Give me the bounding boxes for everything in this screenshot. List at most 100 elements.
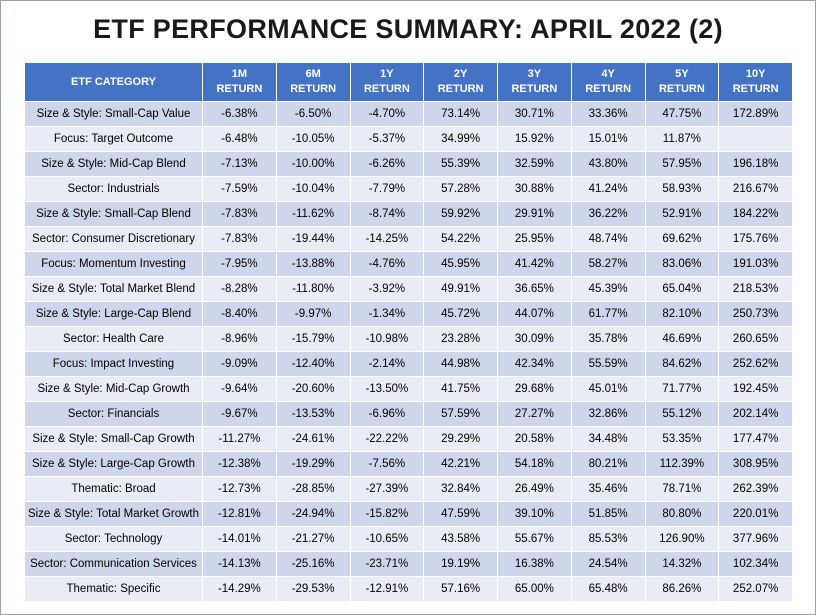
column-header-6m: 6M RETURN [275,62,351,102]
return-cell: 71.77% [644,376,720,402]
return-cell: 51.85% [570,501,646,527]
return-cell: 65.00% [497,576,572,602]
category-cell: Size & Style: Mid-Cap Blend [24,151,203,177]
column-header-5y: 5Y RETURN [644,62,720,102]
return-cell: -8.74% [349,201,425,227]
return-cell: 46.69% [644,326,720,352]
return-cell: -13.50% [349,376,425,402]
category-cell: Size & Style: Small-Cap Value [24,101,203,127]
return-cell: 29.91% [497,201,572,227]
table-row: Focus: Target Outcome -6.48% -10.05% -5.37%… [24,126,793,152]
return-cell: 41.42% [497,251,572,277]
return-cell: -12.40% [275,351,351,377]
return-cell: -6.38% [202,101,277,127]
column-header-line2: RETURN [585,83,632,95]
category-cell: Sector: Industrials [24,176,203,202]
return-cell: 57.59% [423,401,498,427]
return-cell: -19.44% [275,226,351,252]
return-cell: -12.91% [349,576,425,602]
return-cell: -23.71% [349,551,425,577]
return-cell: 172.89% [718,101,793,127]
return-cell: 252.62% [718,351,793,377]
return-cell: 33.36% [570,101,646,127]
return-cell: 45.01% [570,376,646,402]
return-cell: -14.25% [349,226,425,252]
table-row: Size & Style: Small-Cap Blend -7.83% -11.6… [24,201,793,227]
column-header-line1: 2Y [453,68,468,80]
return-cell: -8.40% [202,301,277,327]
table-row: Size & Style: Mid-Cap Blend -7.13% -10.00%… [24,151,793,177]
return-cell: 112.39% [644,451,720,477]
category-cell: Thematic: Specific [24,576,203,602]
table-row: Sector: Communication Services -14.13% -25… [24,551,793,577]
column-header-category: ETF CATEGORY [24,62,203,102]
return-cell: 84.62% [644,351,720,377]
return-cell: -6.48% [202,126,277,152]
return-cell: -13.53% [275,401,351,427]
return-cell: 55.12% [644,401,720,427]
column-header-3y: 3Y RETURN [497,62,572,102]
return-cell: 45.39% [570,276,646,302]
return-cell: -7.56% [349,451,425,477]
category-cell: Size & Style: Total Market Blend [24,276,203,302]
return-cell: 11.87% [644,126,720,152]
table-row: Thematic: Specific -14.29% -29.53% -12.91% 5… [24,576,793,602]
return-cell: 48.74% [570,226,646,252]
return-cell: 23.28% [423,326,498,352]
table-body: Size & Style: Small-Cap Value -6.38% -6.50… [24,101,793,602]
return-cell: 80.80% [644,501,720,527]
return-cell: 53.35% [644,426,720,452]
return-cell: 54.22% [423,226,498,252]
category-cell: Sector: Technology [24,526,203,552]
column-header-line1: 1M [231,68,248,80]
return-cell: 377.96% [718,526,793,552]
return-cell: 175.76% [718,226,793,252]
return-cell: 82.10% [644,301,720,327]
return-cell: 39.10% [497,501,572,527]
return-cell: 43.80% [570,151,646,177]
column-header-10y: 10Y RETURN [718,62,793,102]
page-title: ETF PERFORMANCE SUMMARY: APRIL 2022 (2) [93,14,723,44]
return-cell: 47.59% [423,501,498,527]
category-cell: Thematic: Broad [24,476,203,502]
return-cell: -7.83% [202,201,277,227]
return-cell: -5.37% [349,126,425,152]
return-cell: 15.01% [570,126,646,152]
table-row: Thematic: Broad -12.73% -28.85% -27.39% 32.8… [24,476,793,502]
return-cell: 192.45% [718,376,793,402]
return-cell: 252.07% [718,576,793,602]
return-cell: 49.91% [423,276,498,302]
return-cell: 42.34% [497,351,572,377]
return-cell: 32.86% [570,401,646,427]
table-row: Focus: Impact Investing -9.09% -12.40% -2.1… [24,351,793,377]
return-cell: 57.28% [423,176,498,202]
return-cell: 220.01% [718,501,793,527]
return-cell: 65.48% [570,576,646,602]
return-cell: 55.39% [423,151,498,177]
column-header-line2: RETURN [511,83,558,95]
return-cell: 61.77% [570,301,646,327]
return-cell: -1.34% [349,301,425,327]
return-cell: 85.53% [570,526,646,552]
category-cell: Focus: Target Outcome [24,126,203,152]
return-cell: 73.14% [423,101,498,127]
return-cell: 191.03% [718,251,793,277]
return-cell: -15.79% [275,326,351,352]
table-row: Size & Style: Small-Cap Growth -11.27% -24… [24,426,793,452]
return-cell: 69.62% [644,226,720,252]
return-cell: 24.54% [570,551,646,577]
return-cell: 78.71% [644,476,720,502]
return-cell: -11.27% [202,426,277,452]
category-cell: Size & Style: Small-Cap Growth [24,426,203,452]
return-cell: -10.05% [275,126,351,152]
return-cell: -12.81% [202,501,277,527]
column-header-line1: 1Y [380,68,394,80]
return-cell: -19.29% [275,451,351,477]
return-cell: -21.27% [275,526,351,552]
return-cell: -14.01% [202,526,277,552]
category-cell: Sector: Communication Services [24,551,203,577]
return-cell: 45.72% [423,301,498,327]
table-row: Size & Style: Total Market Growth -12.81%… [24,501,793,527]
return-cell: 55.67% [497,526,572,552]
column-header-4y: 4Y RETURN [570,62,646,102]
